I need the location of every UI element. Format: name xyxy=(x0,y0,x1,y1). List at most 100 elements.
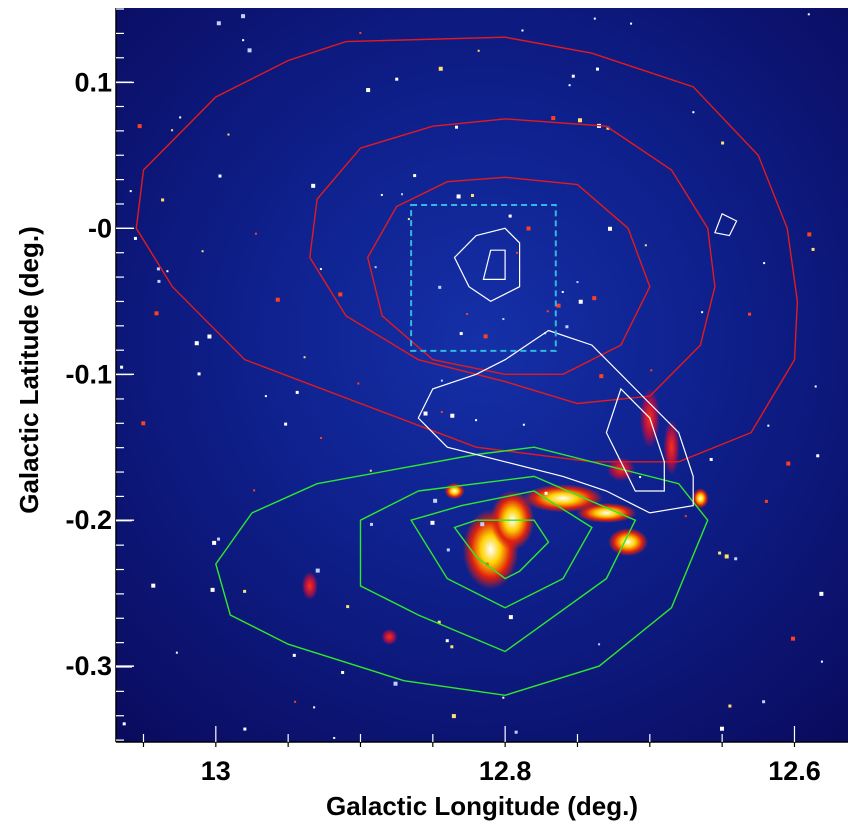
red-contours xyxy=(135,36,799,463)
star xyxy=(767,424,770,427)
star xyxy=(311,183,316,188)
star xyxy=(407,218,410,221)
star xyxy=(571,74,575,78)
star xyxy=(380,193,383,196)
emission-blob xyxy=(576,502,637,523)
star xyxy=(137,124,142,129)
star xyxy=(595,67,599,71)
star xyxy=(315,568,320,573)
green-contour xyxy=(410,490,593,609)
star xyxy=(684,515,687,518)
star xyxy=(470,193,474,197)
star xyxy=(606,126,610,130)
star xyxy=(451,714,456,719)
star xyxy=(210,587,215,592)
star xyxy=(357,382,360,385)
star xyxy=(508,214,512,218)
star xyxy=(526,226,531,231)
star xyxy=(561,290,564,293)
star xyxy=(151,583,156,588)
star xyxy=(692,111,695,114)
star xyxy=(565,325,569,329)
green-contour xyxy=(215,446,709,697)
star xyxy=(401,193,404,196)
star xyxy=(166,270,169,273)
star xyxy=(593,17,596,20)
white-contour xyxy=(605,387,665,492)
star xyxy=(475,419,478,422)
star xyxy=(816,454,820,458)
y-tick-label: 0.1 xyxy=(74,67,112,97)
star xyxy=(171,129,174,132)
sky-image xyxy=(116,8,848,742)
white-contour xyxy=(417,329,694,514)
star xyxy=(811,247,815,251)
emission-blob xyxy=(381,628,398,645)
star xyxy=(630,22,633,25)
y-tick-label: -0.3 xyxy=(65,651,112,681)
star xyxy=(544,491,548,495)
star xyxy=(120,365,124,369)
star xyxy=(650,369,653,372)
red-contour xyxy=(135,36,799,463)
star xyxy=(440,410,443,413)
white-contours xyxy=(417,212,738,514)
star xyxy=(820,660,823,663)
star xyxy=(154,311,159,316)
star xyxy=(243,589,247,593)
star xyxy=(450,645,454,649)
star xyxy=(502,318,505,321)
x-tick-label: 12.8 xyxy=(479,756,532,786)
star xyxy=(459,332,463,336)
star xyxy=(157,279,161,283)
x-tick-label: 12.6 xyxy=(768,756,821,786)
star xyxy=(719,726,724,731)
star xyxy=(254,232,257,235)
star xyxy=(438,285,442,289)
star xyxy=(413,174,417,178)
green-contours xyxy=(215,446,709,697)
star xyxy=(578,299,583,304)
star xyxy=(551,116,556,121)
star xyxy=(369,469,372,472)
emission-blob xyxy=(608,528,649,557)
star xyxy=(763,262,766,265)
white-contour xyxy=(482,249,506,280)
star xyxy=(522,423,525,426)
star xyxy=(728,704,732,708)
star xyxy=(341,670,345,674)
star xyxy=(456,194,461,199)
y-axis-title: Galactic Latitude (deg.) xyxy=(14,226,44,514)
star xyxy=(556,303,561,308)
star xyxy=(514,730,518,734)
plot-area xyxy=(116,8,848,742)
star xyxy=(701,311,704,314)
star xyxy=(807,13,810,16)
star xyxy=(303,356,306,359)
star xyxy=(175,651,178,654)
star xyxy=(807,232,812,237)
star xyxy=(480,522,485,527)
star xyxy=(466,313,469,316)
star xyxy=(179,116,182,119)
star xyxy=(450,413,455,418)
star xyxy=(483,334,488,339)
star xyxy=(338,292,343,297)
star xyxy=(502,696,505,699)
point-sources xyxy=(120,13,824,739)
green-contour xyxy=(359,475,637,653)
star xyxy=(242,39,245,42)
star xyxy=(133,236,137,240)
star xyxy=(644,244,647,247)
y-tick-label: -0 xyxy=(88,213,112,243)
star xyxy=(598,643,601,646)
star xyxy=(819,591,824,596)
star xyxy=(227,133,230,136)
star xyxy=(275,297,280,302)
star xyxy=(247,48,252,53)
star xyxy=(122,722,126,726)
star xyxy=(319,268,322,271)
emission-blob xyxy=(663,419,680,476)
star xyxy=(212,540,217,545)
star xyxy=(141,421,146,426)
